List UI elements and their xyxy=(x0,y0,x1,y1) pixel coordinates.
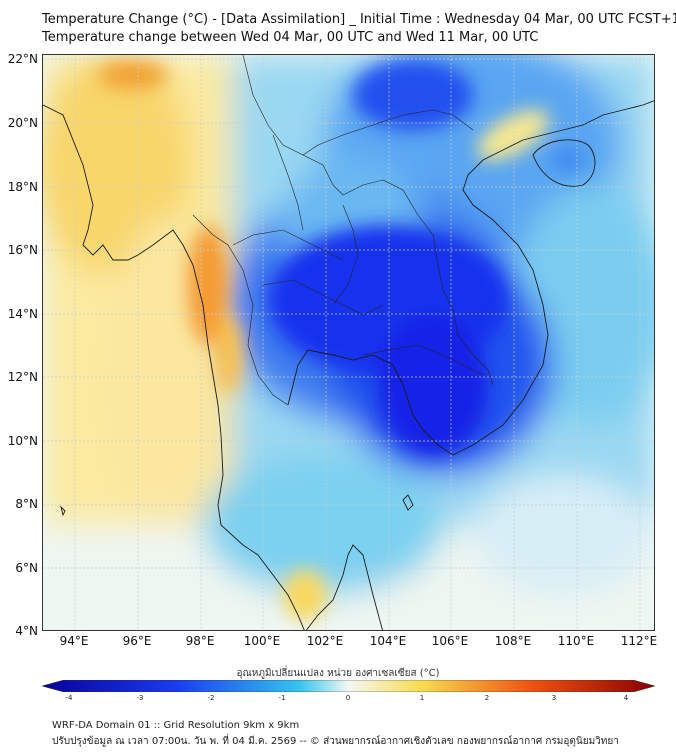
colorbar-gradient xyxy=(42,680,655,692)
colorbar-label: อุณหภูมิเปลี่ยนแปลง หน่วย องศาเซลเซียส (… xyxy=(236,668,440,679)
lon-tick-100: 100°E xyxy=(243,634,281,648)
colorbar-tick: -2 xyxy=(207,694,215,702)
colorbar-tick: -1 xyxy=(278,694,286,702)
map-canvas xyxy=(43,55,654,630)
lon-tick-108: 108°E xyxy=(494,634,532,648)
lon-tick-96: 96°E xyxy=(122,634,152,648)
lon-tick-106: 106°E xyxy=(431,634,469,648)
footer-model-info: WRF-DA Domain 01 :: Grid Resolution 9km … xyxy=(52,720,300,731)
lat-tick-8: 8°N xyxy=(15,497,38,511)
lon-tick-104: 104°E xyxy=(369,634,407,648)
lon-tick-112: 112°E xyxy=(620,634,658,648)
colorbar-tick: -3 xyxy=(136,694,144,702)
lon-tick-102: 102°E xyxy=(306,634,344,648)
lon-tick-98: 98°E xyxy=(185,634,215,648)
borders xyxy=(192,55,494,406)
colorbar-tick: -4 xyxy=(65,694,73,702)
lat-tick-20: 20°N xyxy=(7,116,38,130)
colorbar-tick: 2 xyxy=(484,694,490,702)
footer-credit: ปรับปรุงข้อมูล ณ เวลา 07:00น. วัน พ. ที่… xyxy=(52,736,619,747)
temperature-map xyxy=(42,54,655,631)
chart-subtitle: Temperature change between Wed 04 Mar, 0… xyxy=(42,30,539,45)
colorbar xyxy=(42,680,655,692)
lat-tick-10: 10°N xyxy=(7,434,38,448)
lat-tick-18: 18°N xyxy=(7,180,38,194)
lat-tick-6: 6°N xyxy=(15,561,38,575)
lon-tick-110: 110°E xyxy=(557,634,595,648)
colorbar-tick: 3 xyxy=(551,694,557,702)
lon-tick-94: 94°E xyxy=(59,634,89,648)
lat-tick-4: 4°N xyxy=(15,624,38,638)
chart-title: Temperature Change (°C) - [Data Assimila… xyxy=(42,12,676,27)
lat-tick-14: 14°N xyxy=(7,307,38,321)
colorbar-tick: 1 xyxy=(419,694,425,702)
colorbar-tick: 0 xyxy=(345,694,351,702)
gridlines xyxy=(43,55,654,630)
lat-tick-12: 12°N xyxy=(7,370,38,384)
coastlines xyxy=(43,100,654,630)
lat-tick-16: 16°N xyxy=(7,243,38,257)
colorbar-tick: 4 xyxy=(623,694,629,702)
lat-tick-22: 22°N xyxy=(7,52,38,66)
